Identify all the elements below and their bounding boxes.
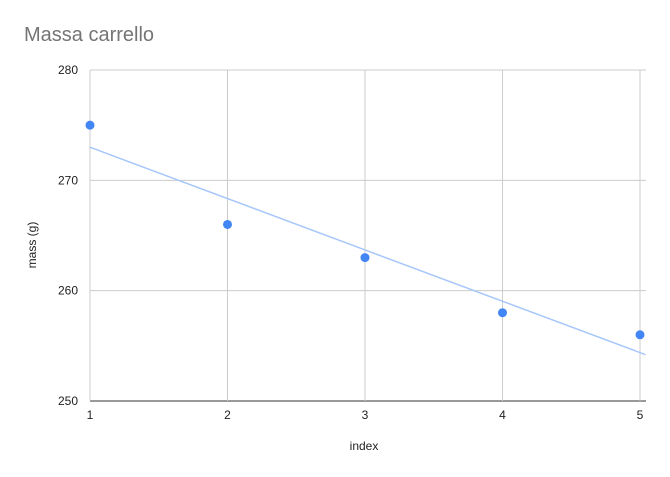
grid-lines <box>89 69 646 402</box>
y-tick-label: 260 <box>58 284 78 298</box>
x-axis-label: index <box>350 439 379 453</box>
data-point <box>223 219 232 229</box>
y-tick-label: 270 <box>58 173 78 187</box>
y-tick-label: 280 <box>58 63 78 77</box>
trendline-layer <box>89 146 646 356</box>
x-tick-label: 2 <box>224 408 231 422</box>
x-tick-labels: 1 2 3 4 5 <box>87 408 644 422</box>
x-tick-label: 5 <box>637 408 644 422</box>
data-point <box>498 308 507 318</box>
x-tick-label: 4 <box>499 408 506 422</box>
trendline <box>89 146 646 356</box>
y-tick-label: 250 <box>58 394 78 408</box>
y-tick-labels: 250 260 270 280 <box>58 63 78 408</box>
x-tick-label: 1 <box>87 408 94 422</box>
data-point <box>635 330 645 340</box>
data-point <box>360 253 370 263</box>
data-point <box>85 120 95 130</box>
chart-title: Massa carrello <box>24 24 155 46</box>
x-tick-label: 3 <box>362 408 369 422</box>
y-axis-label: mass (g) <box>25 222 39 269</box>
data-points <box>85 120 645 340</box>
